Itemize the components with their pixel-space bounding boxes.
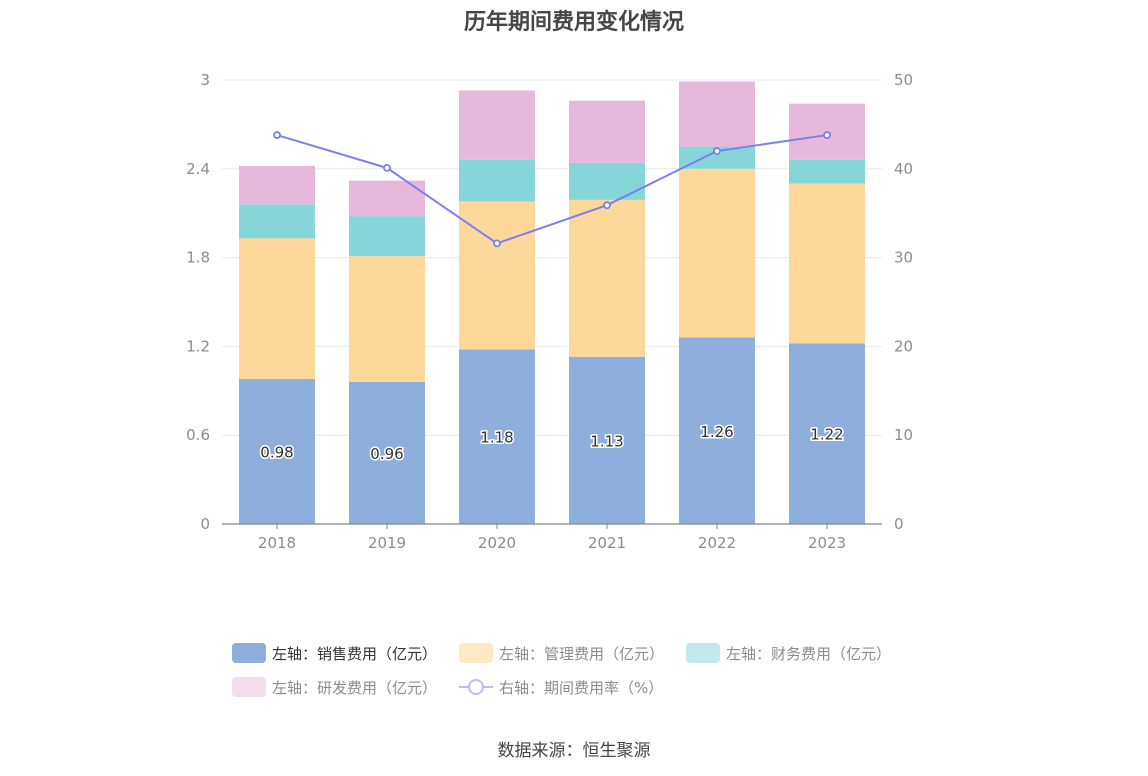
bar-data-label: 1.22 [810, 426, 843, 444]
x-tick-label: 2021 [588, 534, 626, 552]
rate-point[interactable] [713, 147, 721, 155]
rate-point[interactable] [493, 239, 501, 248]
bar-segment[interactable] [789, 159, 865, 184]
legend-line-icon [459, 677, 494, 697]
grid-lines [222, 79, 882, 436]
bar-segment[interactable] [459, 159, 535, 202]
bar-segment[interactable] [569, 162, 645, 200]
bar-data-label: 1.18 [480, 429, 513, 447]
bar-segment[interactable] [349, 381, 425, 524]
bar-segment[interactable] [679, 168, 755, 338]
legend-item-finance[interactable]: 左轴：财务费用（亿元） [686, 643, 891, 664]
bar-segment[interactable] [569, 100, 645, 163]
axes: 0 0 0.6 10 1.2 20 1.8 30 2.4 40 3 50 2018 2019 2020 202… [186, 71, 913, 552]
bar-segment[interactable] [349, 216, 425, 257]
legend: 左轴：销售费用（亿元） 左轴：管理费用（亿元） 左轴：财务费用（亿元） 左轴：研… [232, 636, 932, 704]
data-labels: 0.98 0.96 1.18 1.13 1.26 1.22 [259, 421, 845, 464]
bar-segment[interactable] [789, 183, 865, 344]
bar-data-label: 1.26 [700, 423, 733, 441]
bar-segment[interactable] [239, 238, 315, 379]
y-left-tick-label: 0 [200, 515, 210, 533]
y-left-tick-label: 1.2 [186, 337, 210, 355]
legend-label-sales: 左轴：销售费用（亿元） [272, 644, 438, 663]
y-right-tick-label: 30 [894, 249, 913, 267]
bar-segment[interactable] [569, 356, 645, 524]
x-tick-label: 2022 [698, 534, 736, 552]
y-right-tick-label: 50 [894, 71, 913, 89]
rate-point[interactable] [603, 201, 611, 210]
y-left-tick-label: 1.8 [186, 249, 210, 267]
x-tick-label: 2020 [478, 534, 516, 552]
legend-label-finance: 左轴：财务费用（亿元） [726, 644, 892, 663]
x-tick-label: 2023 [808, 534, 846, 552]
rate-line [276, 134, 828, 245]
bar-data-label: 0.98 [260, 443, 293, 461]
legend-label-rate: 右轴：期间费用率（%） [499, 678, 664, 697]
legend-item-rate[interactable]: 右轴：期间费用率（%） [459, 677, 663, 698]
y-left-tick-label: 0.6 [186, 426, 210, 444]
legend-item-rnd[interactable]: 左轴：研发费用（亿元） [232, 677, 437, 698]
y-left-tick-label: 3 [200, 71, 210, 89]
x-tick-label: 2018 [258, 534, 296, 552]
bar-segment[interactable] [569, 199, 645, 357]
y-right-tick-label: 10 [894, 426, 913, 444]
bar-segment[interactable] [789, 343, 865, 524]
bar-segment[interactable] [679, 337, 755, 524]
y-right-tick-label: 20 [894, 337, 913, 355]
bar-segment[interactable] [239, 165, 315, 205]
legend-label-admin: 左轴：管理费用（亿元） [499, 644, 665, 663]
y-right-tick-label: 40 [894, 160, 913, 178]
bar-group [239, 81, 865, 524]
legend-item-admin[interactable]: 左轴：管理费用（亿元） [459, 643, 664, 664]
bar-segment[interactable] [239, 378, 315, 524]
bar-data-label: 0.96 [370, 445, 403, 463]
legend-swatch-admin [459, 643, 494, 663]
legend-swatch-rnd [232, 677, 266, 697]
bar-segment[interactable] [679, 81, 755, 147]
bar-segment[interactable] [349, 180, 425, 217]
bar-segment[interactable] [459, 201, 535, 350]
y-right-tick-label: 0 [894, 515, 904, 533]
source-note: 数据来源：恒生聚源 [497, 741, 651, 761]
expense-rate-line [273, 131, 831, 248]
bar-segment[interactable] [679, 146, 755, 169]
legend-swatch-finance [686, 643, 721, 663]
bar-segment[interactable] [459, 90, 535, 160]
bar-data-label: 1.13 [590, 432, 623, 450]
stacked-bar-chart: 0 0 0.6 10 1.2 20 1.8 30 2.4 40 3 50 2018 2019 2020 202… [186, 71, 913, 552]
rate-point[interactable] [383, 164, 391, 172]
legend-label-rnd: 左轴：研发费用（亿元） [272, 678, 438, 697]
y-left-tick-label: 2.4 [186, 160, 210, 178]
legend-swatch-sales [232, 643, 266, 663]
legend-item-sales[interactable]: 左轴：销售费用（亿元） [232, 643, 437, 664]
bar-segment[interactable] [459, 349, 535, 524]
rate-point[interactable] [273, 131, 281, 139]
rate-point[interactable] [823, 131, 831, 139]
bar-segment[interactable] [349, 256, 425, 382]
chart-title: 历年期间费用变化情况 [463, 10, 684, 35]
x-tick-label: 2019 [368, 534, 406, 552]
bar-segment[interactable] [239, 204, 315, 239]
